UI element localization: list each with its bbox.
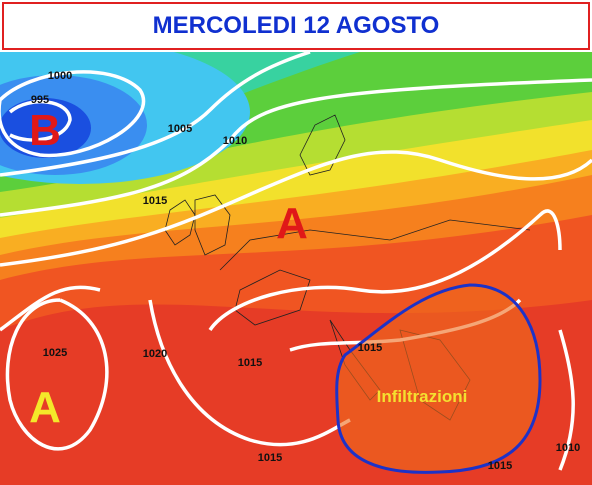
isobar-label: 1000 xyxy=(48,70,72,82)
isobar-label: 1015 xyxy=(488,460,512,472)
isobar-label: 1015 xyxy=(143,195,167,207)
pressure-center: B xyxy=(29,106,61,155)
isobar-label: 1025 xyxy=(43,347,67,359)
isobar-label: 1005 xyxy=(168,123,192,135)
map: 1000 995 1005 1010 1015 1015 1025 1020 1015 1015 1… xyxy=(0,52,592,485)
isobar-label: 1020 xyxy=(143,348,167,360)
isobar-labels: 1000 995 1005 1010 1015 1015 1025 1020 1015 1015 1… xyxy=(31,70,580,472)
isobar-label: 995 xyxy=(31,94,49,106)
isobar-label: 1010 xyxy=(556,442,580,454)
title: MERCOLEDI 12 AGOSTO xyxy=(2,2,590,50)
annotation: Infiltrazioni xyxy=(377,387,468,406)
isobar-label: 1015 xyxy=(358,342,382,354)
isobar-label: 1015 xyxy=(258,452,282,464)
isobar-label: 1015 xyxy=(238,357,262,369)
pressure-center: A xyxy=(276,199,308,248)
pressure-field xyxy=(0,52,592,485)
pressure-center: A xyxy=(29,383,61,432)
isobar-label: 1010 xyxy=(223,135,247,147)
